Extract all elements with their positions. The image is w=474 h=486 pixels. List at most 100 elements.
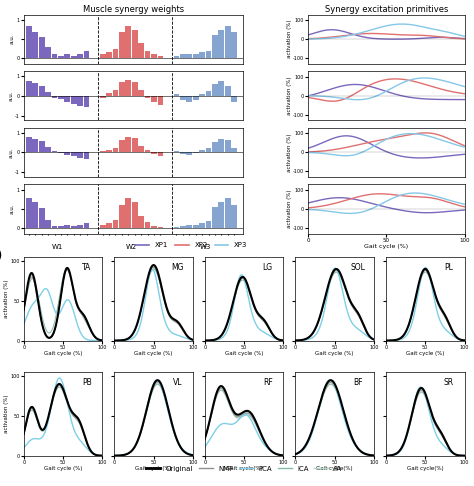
Bar xyxy=(32,202,38,228)
Bar xyxy=(173,56,179,58)
Bar xyxy=(113,49,118,58)
Legend: Original, NMF, PCA, ICA, FA: Original, NMF, PCA, ICA, FA xyxy=(144,463,345,474)
Text: MG: MG xyxy=(171,263,183,272)
Text: (b): (b) xyxy=(0,250,2,260)
Bar xyxy=(132,30,137,58)
Bar xyxy=(126,198,131,228)
Bar xyxy=(206,149,211,153)
Bar xyxy=(52,226,57,228)
Bar xyxy=(32,139,38,153)
Y-axis label: activation (%): activation (%) xyxy=(286,20,292,58)
Bar xyxy=(212,84,218,96)
Bar xyxy=(39,208,45,228)
Bar xyxy=(119,139,125,153)
Bar xyxy=(113,220,118,228)
Bar xyxy=(138,145,144,153)
Bar xyxy=(119,82,125,96)
Text: PB: PB xyxy=(82,378,91,387)
X-axis label: Gait cycle (%): Gait cycle (%) xyxy=(44,351,82,356)
Bar xyxy=(132,138,137,153)
Y-axis label: activation (%): activation (%) xyxy=(4,279,9,318)
Bar xyxy=(64,54,70,58)
Bar xyxy=(212,207,218,228)
Bar xyxy=(186,54,192,58)
Bar xyxy=(151,96,157,102)
Bar xyxy=(132,202,137,228)
Bar xyxy=(157,56,163,58)
Bar xyxy=(52,54,57,58)
Bar xyxy=(145,151,150,153)
Bar xyxy=(193,225,199,228)
Y-axis label: a.u.: a.u. xyxy=(10,204,15,214)
Bar xyxy=(26,137,32,153)
Bar xyxy=(113,148,118,153)
Bar xyxy=(225,198,231,228)
Bar xyxy=(77,153,83,158)
Bar xyxy=(106,93,112,96)
Bar xyxy=(84,51,90,58)
Legend: XP1, XP2, XP3: XP1, XP2, XP3 xyxy=(132,240,250,251)
Y-axis label: activation (%): activation (%) xyxy=(286,77,292,115)
Y-axis label: a.u.: a.u. xyxy=(8,147,13,157)
Bar xyxy=(225,26,231,58)
Bar xyxy=(231,96,237,102)
Bar xyxy=(52,152,57,153)
Bar xyxy=(225,139,231,153)
Bar xyxy=(132,82,137,96)
Bar xyxy=(71,96,77,104)
Bar xyxy=(180,153,186,155)
Bar xyxy=(84,224,90,228)
Bar xyxy=(106,52,112,58)
Bar xyxy=(219,139,224,153)
Bar xyxy=(186,225,192,228)
Bar xyxy=(180,96,186,100)
Bar xyxy=(138,43,144,58)
Text: RF: RF xyxy=(263,378,273,387)
Bar xyxy=(119,32,125,58)
Text: W2: W2 xyxy=(126,244,137,250)
Bar xyxy=(71,153,77,156)
X-axis label: Gait cycle (%): Gait cycle (%) xyxy=(44,466,82,471)
Text: LG: LG xyxy=(263,263,273,272)
Bar xyxy=(212,141,218,153)
Bar xyxy=(77,96,83,105)
Bar xyxy=(126,80,131,96)
Bar xyxy=(199,224,205,228)
Bar xyxy=(64,153,70,156)
Bar xyxy=(173,94,179,96)
Bar xyxy=(173,152,179,153)
Bar xyxy=(77,54,83,58)
Bar xyxy=(193,96,199,100)
X-axis label: Gait cycle (%): Gait cycle (%) xyxy=(316,351,354,356)
Bar xyxy=(145,96,150,98)
Bar xyxy=(39,37,45,58)
X-axis label: Gait cycle(%): Gait cycle(%) xyxy=(135,466,172,471)
Text: VL: VL xyxy=(173,378,182,387)
X-axis label: Gait cycle (%): Gait cycle (%) xyxy=(406,351,444,356)
X-axis label: Gait cycle (%): Gait cycle (%) xyxy=(135,351,173,356)
Bar xyxy=(151,226,157,228)
Bar xyxy=(206,51,211,58)
Bar xyxy=(32,32,38,58)
Bar xyxy=(39,140,45,153)
Bar xyxy=(199,151,205,153)
Title: Muscle synergy weights: Muscle synergy weights xyxy=(82,5,184,14)
Bar xyxy=(193,153,199,154)
Bar xyxy=(219,202,224,228)
Bar xyxy=(157,96,163,104)
Bar xyxy=(32,83,38,96)
X-axis label: Gait cycle(%): Gait cycle(%) xyxy=(316,466,353,471)
Bar xyxy=(219,81,224,96)
Bar xyxy=(225,86,231,96)
Bar xyxy=(52,96,57,98)
Bar xyxy=(212,35,218,58)
X-axis label: Gait cycle (%): Gait cycle (%) xyxy=(225,351,263,356)
X-axis label: Gait cycle(%): Gait cycle(%) xyxy=(226,466,263,471)
Bar xyxy=(106,151,112,153)
Y-axis label: a.u.: a.u. xyxy=(10,34,15,44)
Bar xyxy=(231,149,237,153)
Text: BF: BF xyxy=(354,378,363,387)
Bar xyxy=(151,153,157,155)
Bar xyxy=(180,54,186,58)
Bar xyxy=(71,226,77,228)
